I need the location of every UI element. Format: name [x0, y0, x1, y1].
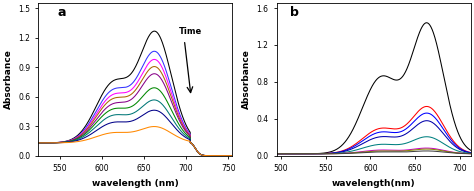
Y-axis label: Absorbance: Absorbance [3, 50, 12, 109]
Text: b: b [290, 6, 299, 19]
X-axis label: wavelength(nm): wavelength(nm) [332, 179, 415, 188]
Text: a: a [58, 6, 66, 19]
Y-axis label: Absorbance: Absorbance [242, 50, 251, 109]
X-axis label: wavelength (nm): wavelength (nm) [92, 179, 179, 188]
Text: Time: Time [179, 27, 202, 36]
